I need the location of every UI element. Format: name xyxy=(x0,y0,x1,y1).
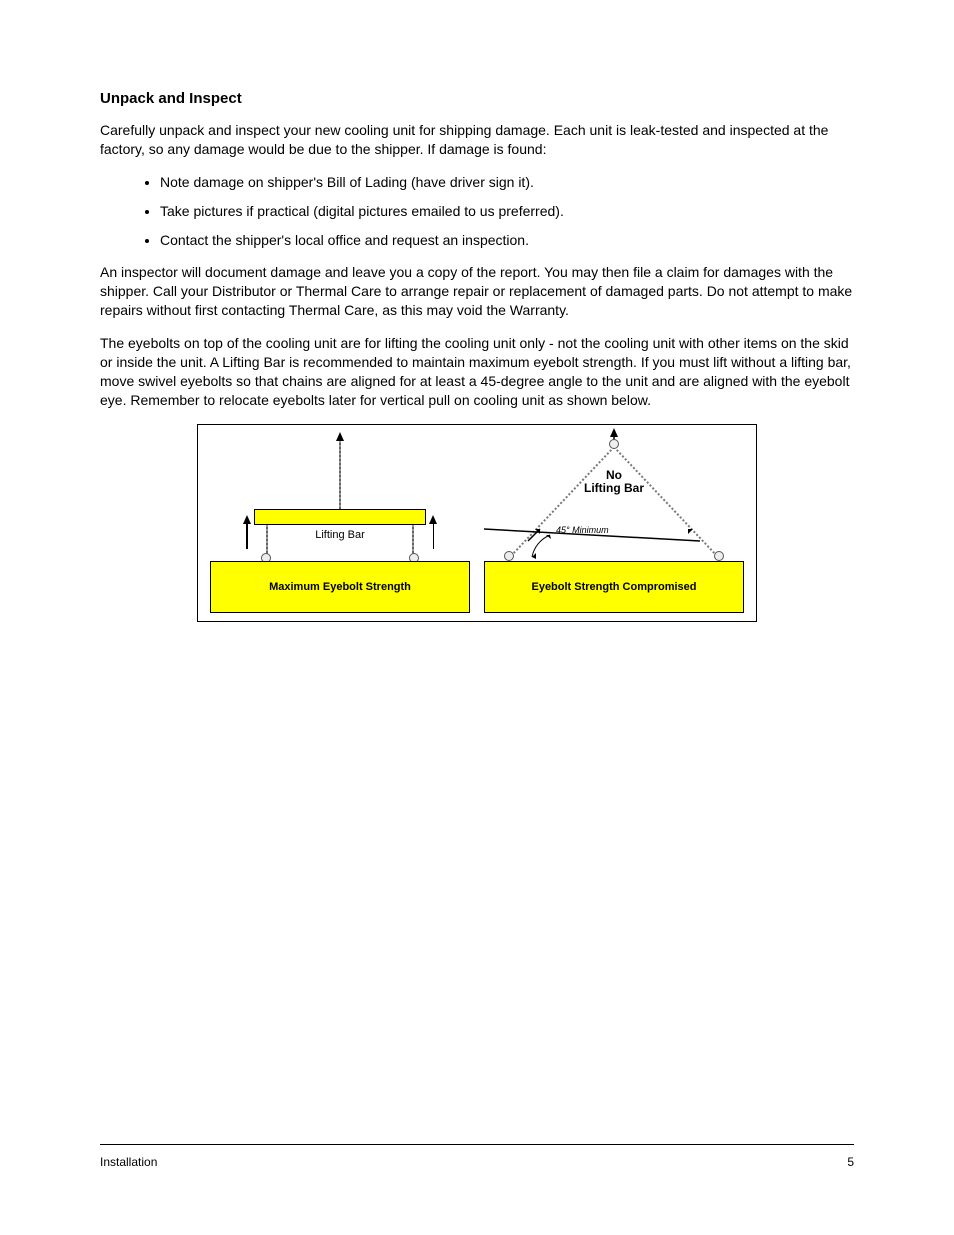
chain-icon xyxy=(339,439,341,509)
eyebolt-paragraph: The eyebolts on top of the cooling unit … xyxy=(100,334,854,410)
list-item: Note damage on shipper's Bill of Lading … xyxy=(160,173,854,192)
panel-caption: Maximum Eyebolt Strength xyxy=(269,581,411,593)
hook-icon xyxy=(609,439,619,449)
lifting-bar xyxy=(254,509,426,525)
footer-page-number: 5 xyxy=(847,1155,854,1169)
damage-steps-list: Note damage on shipper's Bill of Lading … xyxy=(160,173,854,250)
intro-paragraph: Carefully unpack and inspect your new co… xyxy=(100,121,854,159)
no-bar-line2: Lifting Bar xyxy=(584,481,644,495)
arrow-up-icon xyxy=(336,432,344,441)
lifting-bar-label: Lifting Bar xyxy=(210,529,470,541)
angle-label: 45° Minimum xyxy=(556,525,609,535)
page-footer: Installation 5 xyxy=(100,1155,854,1169)
load-block: Eyebolt Strength Compromised xyxy=(484,561,744,613)
lifting-figure: Lifting Bar Maximum Eyebolt Strength xyxy=(197,424,757,622)
chain-icon xyxy=(412,525,414,557)
arrow-stem xyxy=(433,523,435,549)
panel-caption: Eyebolt Strength Compromised xyxy=(531,581,696,593)
footer-rule xyxy=(100,1144,854,1145)
claim-paragraph: An inspector will document damage and le… xyxy=(100,263,854,320)
footer-section-label: Installation xyxy=(100,1155,157,1169)
load-block: Maximum Eyebolt Strength xyxy=(210,561,470,613)
chain-icon xyxy=(266,525,268,557)
no-lifting-bar-label: No Lifting Bar xyxy=(484,469,744,495)
document-body: Unpack and Inspect Carefully unpack and … xyxy=(100,90,854,622)
figure-panel-left: Lifting Bar Maximum Eyebolt Strength xyxy=(210,435,470,613)
list-item: Take pictures if practical (digital pict… xyxy=(160,202,854,221)
eyebolt-icon xyxy=(504,551,514,561)
right-panel-svg xyxy=(484,435,744,565)
list-item: Contact the shipper's local office and r… xyxy=(160,231,854,250)
arrow-up-icon xyxy=(610,428,618,437)
no-bar-line1: No xyxy=(606,468,622,482)
section-heading: Unpack and Inspect xyxy=(100,90,854,107)
figure-panel-right: No Lifting Bar 45° Minimum Eyebolt Stren… xyxy=(484,435,744,613)
arrow-stem xyxy=(246,523,248,549)
eyebolt-icon xyxy=(714,551,724,561)
